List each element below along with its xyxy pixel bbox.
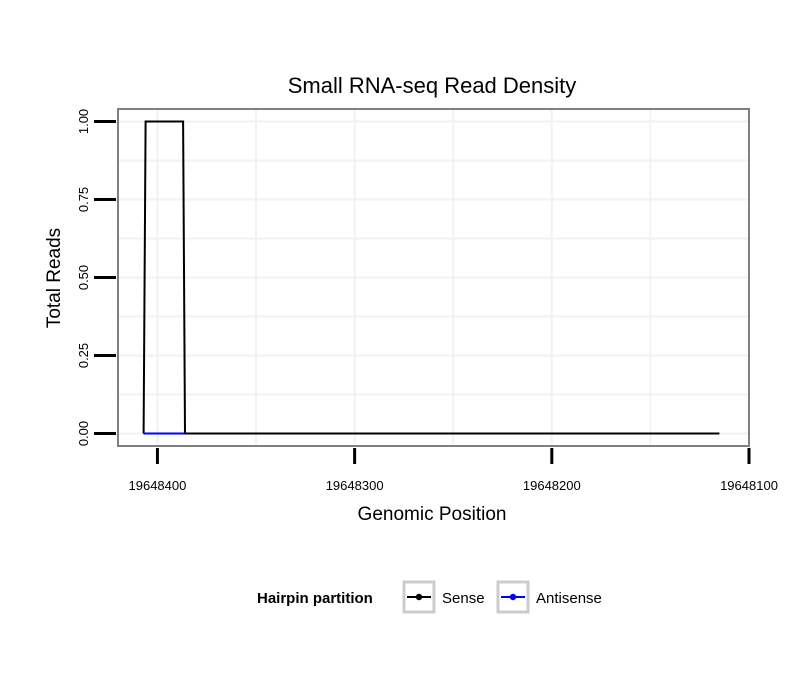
legend-label-sense: Sense (442, 590, 485, 607)
legend-label-antisense: Antisense (536, 590, 602, 607)
x-axis-title: Genomic Position (358, 504, 507, 525)
legend-title: Hairpin partition (257, 590, 373, 607)
x-tick-label: 19648400 (129, 478, 187, 493)
legend: Hairpin partition Sense Antisense (257, 580, 602, 614)
series-layer (142, 120, 720, 435)
series-line-sense (142, 120, 720, 435)
x-axis: 19648400 19648300 19648200 19648100 (129, 448, 778, 493)
x-tick-label: 19648300 (326, 478, 384, 493)
y-axis: 0.00 0.25 0.50 0.75 1.00 (76, 109, 116, 446)
legend-key-point (415, 593, 423, 601)
legend-key-point (509, 593, 517, 601)
y-tick-label: 0.75 (76, 187, 91, 212)
legend-items: Sense Antisense (402, 580, 602, 614)
chart-title: Small RNA-seq Read Density (288, 73, 577, 98)
y-tick-label: 0.25 (76, 343, 91, 368)
y-axis-title: Total Reads (44, 228, 65, 328)
y-tick-label: 1.00 (76, 109, 91, 134)
plot-panel-border (117, 108, 750, 447)
x-tick-label: 19648100 (720, 478, 778, 493)
y-tick-label: 0.50 (76, 265, 91, 290)
x-tick-label: 19648200 (523, 478, 581, 493)
grid-lines (118, 109, 749, 446)
y-tick-label: 0.00 (76, 421, 91, 446)
